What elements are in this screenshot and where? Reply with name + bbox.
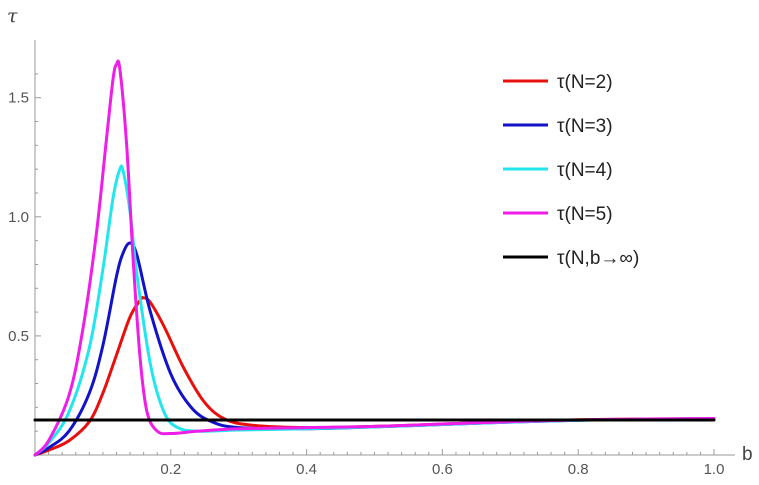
legend-item-n5: τ(N=5): [503, 204, 613, 225]
y-tick-label: 0.5: [8, 328, 29, 345]
legend-item-n4: τ(N=4): [503, 160, 613, 181]
legend-label: τ(N=5): [557, 204, 613, 225]
legend-label: τ(N,b→∞): [557, 248, 639, 269]
tick-labels: 0.2 0.4 0.6 0.8 1.0 0.5 1.0 1.5: [8, 90, 724, 478]
axes: [34, 40, 735, 456]
x-tick-label: 0.6: [432, 461, 453, 478]
series-line-n5: [33, 59, 716, 457]
x-tick-label: 0.2: [160, 461, 181, 478]
x-tick-label: 0.8: [568, 461, 589, 478]
legend-label: τ(N=4): [557, 160, 613, 181]
y-tick-label: 1.0: [8, 209, 29, 226]
ticks: [35, 73, 715, 455]
y-axis-title: τ: [7, 5, 18, 27]
x-tick-label: 0.4: [296, 461, 317, 478]
x-axis-title: b: [742, 444, 753, 465]
legend-item-n3: τ(N=3): [503, 116, 613, 137]
legend: τ(N=2) τ(N=3) τ(N=4) τ(N=5) τ(N,b→∞): [503, 72, 639, 269]
x-tick-label: 1.0: [704, 461, 725, 478]
series-lines: [33, 59, 716, 457]
legend-item-limit: τ(N,b→∞): [503, 248, 639, 269]
legend-item-n2: τ(N=2): [503, 72, 613, 93]
legend-label: τ(N=3): [557, 116, 613, 137]
legend-label: τ(N=2): [557, 72, 613, 93]
y-tick-label: 1.5: [8, 90, 29, 107]
